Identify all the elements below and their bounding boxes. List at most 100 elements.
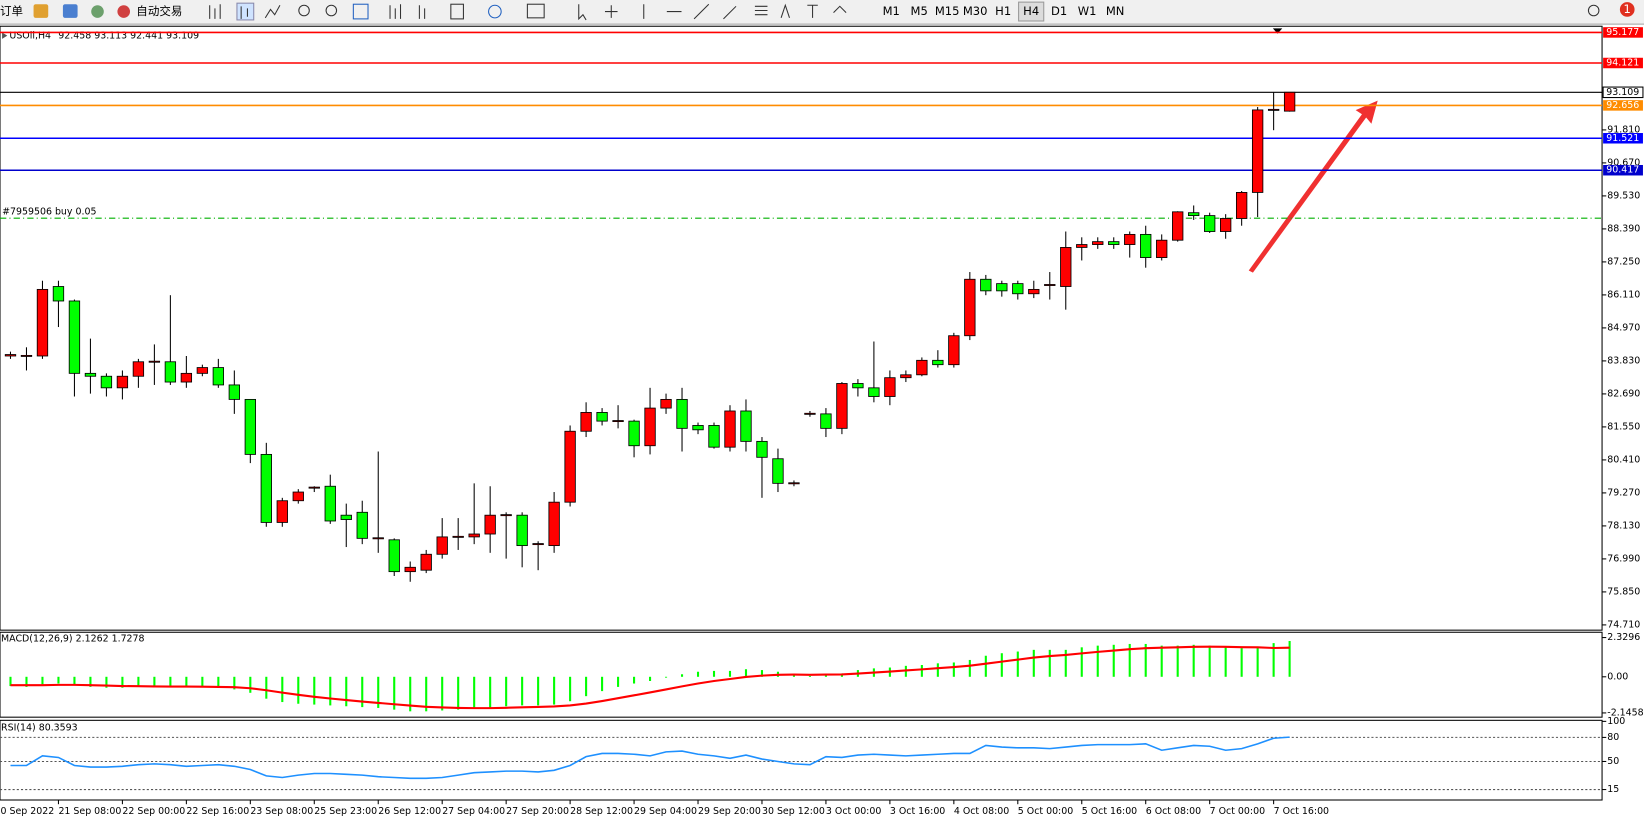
candle-body	[676, 398, 688, 429]
auto-trade-icon[interactable]	[117, 5, 131, 18]
candle-body	[116, 375, 129, 389]
icon[interactable]	[91, 5, 104, 18]
candle-body	[916, 359, 928, 376]
candle-body	[164, 361, 177, 383]
chart-frame	[0, 25, 1603, 631]
candle-body	[1251, 109, 1264, 193]
candle-body	[612, 420, 624, 423]
level-label-bg	[1603, 57, 1643, 69]
candle-body	[1044, 284, 1056, 286]
rsi-title: RSI(14)	[1, 722, 36, 733]
candle-body	[132, 361, 145, 377]
icon[interactable]	[325, 4, 338, 17]
header-close: 93.109	[166, 30, 199, 41]
notification-badge[interactable]	[1619, 2, 1635, 17]
x-tick-label: 5 Oct 16:00	[1082, 806, 1137, 817]
x-tick-label: 21 Sep 08:00	[58, 806, 121, 817]
candle-body	[724, 410, 736, 448]
y-tick-label: 84.970	[1607, 322, 1640, 333]
icon[interactable]	[780, 3, 847, 19]
icon[interactable]	[298, 4, 310, 17]
candle-body	[740, 410, 752, 442]
x-tick-label: 7 Oct 16:00	[1274, 806, 1329, 817]
icon[interactable]	[236, 2, 255, 21]
candle-body	[1156, 239, 1168, 258]
x-tick-label: 25 Sep 23:00	[314, 806, 377, 817]
timeframe-button[interactable]: M30	[963, 4, 988, 18]
x-tick-label: 20 Sep 2022	[0, 806, 54, 817]
timeframe-button[interactable]: M1	[883, 4, 900, 18]
icon[interactable]	[450, 3, 464, 20]
icon[interactable]	[578, 3, 768, 21]
symbol: USOil,H4	[9, 30, 51, 41]
candle-body	[1012, 283, 1024, 295]
level-label-bg	[1603, 100, 1643, 111]
x-tick-label: 3 Oct 00:00	[826, 806, 881, 817]
y-tick-label: 88.390	[1607, 223, 1640, 234]
candle-body	[212, 367, 225, 386]
x-tick-label: 6 Oct 08:00	[1146, 806, 1201, 817]
level-label-bg	[1603, 164, 1643, 176]
timeframe-button[interactable]: W1	[1078, 4, 1097, 18]
auto-trade-button[interactable]: 自动交易	[136, 4, 182, 18]
candle-body	[1124, 233, 1136, 245]
candle-body	[84, 372, 97, 377]
candle-body	[20, 354, 33, 357]
candle-body	[1188, 212, 1200, 217]
order-button[interactable]: 订单	[0, 4, 23, 18]
y-tick-label: 79.270	[1607, 487, 1640, 498]
x-tick-label: 28 Sep 12:00	[570, 806, 633, 817]
candle-body	[628, 420, 640, 447]
timeframe-button[interactable]: M5	[911, 4, 928, 18]
candle-body	[756, 440, 768, 458]
candle-body	[1204, 215, 1216, 232]
icon[interactable]	[209, 4, 221, 19]
candle-body	[788, 482, 800, 485]
icon[interactable]	[526, 3, 545, 19]
x-tick-label: 29 Sep 20:00	[698, 806, 761, 817]
candle-body	[772, 458, 784, 484]
icon[interactable]	[389, 4, 426, 19]
x-tick-label: 30 Sep 12:00	[762, 806, 825, 817]
timeframe-button[interactable]: H4	[1023, 4, 1039, 18]
timeframe-button[interactable]: MN	[1106, 4, 1125, 18]
candle-body	[836, 383, 848, 429]
timeframe-button[interactable]: D1	[1051, 4, 1067, 18]
icon[interactable]	[352, 3, 369, 20]
x-tick-label: 5 Oct 00:00	[1018, 806, 1073, 817]
candle-body	[564, 430, 576, 503]
x-tick-label: 27 Sep 04:00	[442, 806, 505, 817]
toolbar: 订单 自动交易 M1 M5 M15 M30 H1 H4 D1 W1 MN 1	[0, 0, 1644, 25]
timeframe-button[interactable]: H1	[995, 4, 1011, 18]
signal-value: 1.7278	[112, 633, 145, 644]
candle-body	[1092, 241, 1104, 245]
y-tick-label: 80	[1607, 732, 1619, 743]
timeframe-button[interactable]: M15	[935, 4, 960, 18]
candle-body	[468, 533, 480, 538]
search-icon[interactable]	[1587, 4, 1600, 17]
x-tick-label: 27 Sep 20:00	[506, 806, 569, 817]
icon[interactable]	[240, 6, 248, 19]
header-high: 93.113	[94, 30, 127, 41]
candle-body	[804, 412, 816, 415]
icon[interactable]	[264, 5, 281, 19]
candle-body	[100, 375, 113, 389]
rsi-header: RSI(14) 80.3593	[1, 722, 78, 733]
icon[interactable]	[62, 4, 78, 18]
candle-body	[324, 485, 336, 522]
notification-count: 1	[1624, 2, 1631, 16]
candle-body	[900, 374, 912, 379]
candle-body	[148, 360, 161, 363]
icon[interactable]	[33, 4, 49, 18]
candle-body	[340, 514, 352, 520]
x-tick-label: 22 Sep 00:00	[122, 806, 185, 817]
x-tick-label: 22 Sep 16:00	[186, 806, 249, 817]
x-tick-label: 23 Sep 08:00	[250, 806, 313, 817]
candle-body	[36, 288, 49, 357]
header-icon	[2, 32, 8, 39]
candle-body	[1267, 108, 1280, 111]
level-label: 94.121	[1606, 58, 1639, 69]
icon[interactable]	[488, 4, 502, 19]
tool-icons	[209, 2, 1600, 21]
